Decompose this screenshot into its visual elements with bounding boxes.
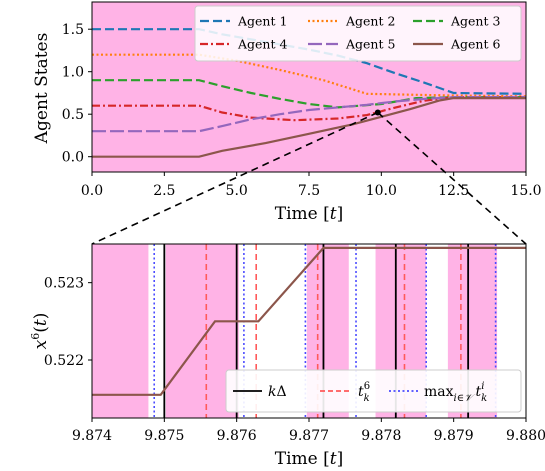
bottom-y-tick-label: 0.522 [44,353,84,369]
top-legend-box [194,5,522,62]
legend-tk6-label: tk6 [358,381,370,404]
bottom-legend: kΔ tk6 maxi∈𝒱 tki [225,369,522,413]
legend-label-agent-6: Agent 6 [450,37,500,52]
top-y-axis-label: Agent States [32,33,52,145]
series-line-agent-2 [92,53,527,98]
bottom-x-axis-label: Time [t] [275,449,344,469]
top-y-tick-label: 0.5 [62,107,84,123]
legend-label-agent-1: Agent 1 [237,14,287,29]
bottom-x-tick-label: 9.879 [434,428,474,444]
legend-label-agent-4: Agent 4 [237,37,287,52]
zoom-connector-left [91,111,379,245]
zoom-connector-right [377,111,527,245]
bottom-y-ticks: 0.522 0.523 [44,276,92,369]
bottom-x-ticks: 9.874 9.875 9.876 9.877 9.878 9.879 9.880 [72,418,545,444]
bottom-y-axis-label: x6(t) [29,313,51,350]
bottom-x-tick-label: 9.876 [217,428,257,444]
top-x-tick-label: 0.0 [81,183,103,199]
bottom-chart: 9.874 9.875 9.876 9.877 9.878 9.879 9.880 0.52… [29,243,545,469]
top-y-ticks: 0.0 0.5 1.0 1.5 [62,22,92,166]
bottom-shaded-intervals [92,244,498,418]
top-chart: 0.0 2.5 5.0 7.5 10.0 12.5 15.0 0.0 0.5 1.0 1.5 Ti… [32,1,542,224]
top-y-tick-label: 0.0 [62,150,84,166]
legend-label-agent-3: Agent 3 [450,14,500,29]
legend-label-agent-5: Agent 5 [345,37,395,52]
top-x-tick-label: 10.0 [366,183,397,199]
bottom-x-tick-label: 9.878 [361,428,401,444]
top-legend: Agent 1 Agent 2 Agent 3 Agent 4 Agent 5 Agent… [194,5,522,62]
top-x-tick-label: 5.0 [226,183,248,199]
legend-label-agent-2: Agent 2 [345,14,395,29]
bottom-y-tick-label: 0.523 [44,276,84,292]
bottom-x-tick-label: 9.880 [506,428,545,444]
top-x-axis-label: Time [t] [275,204,344,224]
bottom-series-group [92,246,526,396]
bottom-legend-box [225,369,522,413]
top-x-tick-label: 2.5 [153,183,175,199]
series-line-agent-4 [92,96,526,122]
series-line-agent-5 [92,96,526,133]
top-y-tick-label: 1.5 [62,22,84,38]
shaded-interval [92,244,149,418]
legend-max-label: maxi∈𝒱 tki [424,381,487,404]
bottom-x-tick-label: 9.875 [144,428,184,444]
series-line-agent-3 [92,79,526,109]
top-x-ticks: 0.0 2.5 5.0 7.5 10.0 12.5 15.0 [81,172,542,199]
bottom-x-tick-label: 9.874 [72,428,112,444]
legend-kdelta-label: kΔ [268,384,287,400]
top-y-tick-label: 1.0 [62,65,84,81]
bottom-x-tick-label: 9.877 [289,428,329,444]
top-legend-items: Agent 1 Agent 2 Agent 3 Agent 4 Agent 5 Agent… [200,14,500,52]
series-line-agent-6-zoom [92,246,526,396]
top-x-tick-label: 15.0 [510,183,541,199]
top-x-tick-label: 7.5 [298,183,320,199]
top-x-tick-label: 12.5 [438,183,469,199]
